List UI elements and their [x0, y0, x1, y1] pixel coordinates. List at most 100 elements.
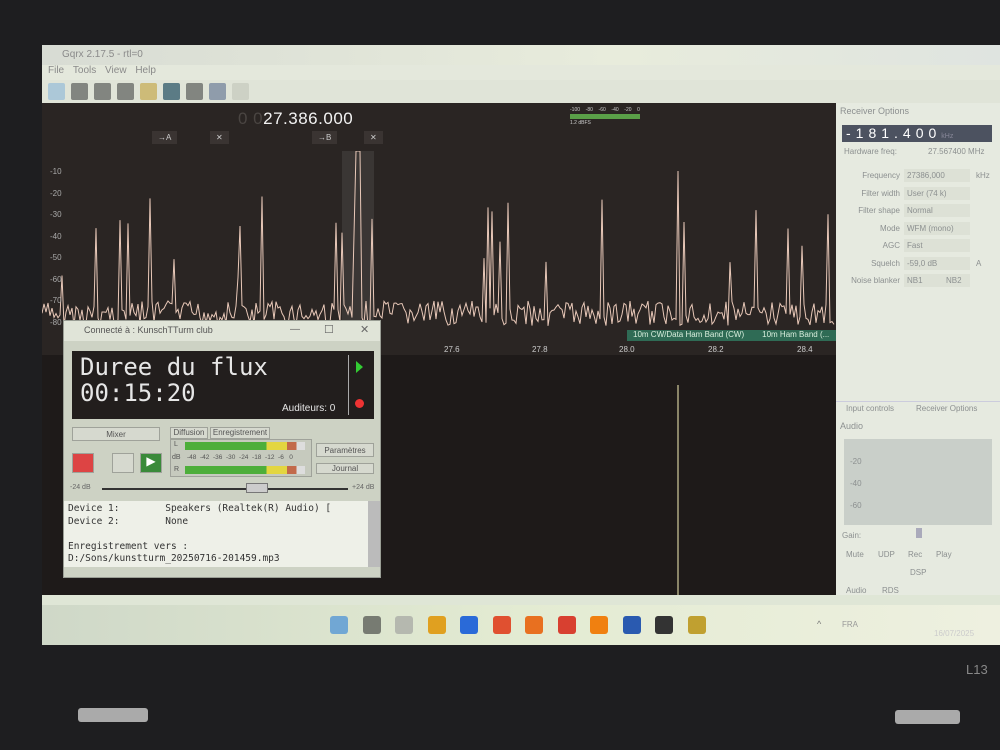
- tab-input-controls[interactable]: Input controls: [846, 404, 895, 413]
- tab-receiver-options[interactable]: Receiver Options: [916, 404, 978, 413]
- language-indicator[interactable]: FRA: [842, 620, 858, 629]
- mixer-button[interactable]: Mixer: [72, 427, 160, 441]
- right-label: R: [174, 466, 180, 473]
- log-output[interactable]: Device 1: Speakers (Realtek(R) Audio) [ …: [64, 501, 368, 567]
- fullscreen-icon[interactable]: [232, 83, 249, 100]
- clock-date[interactable]: 16/07/2025: [934, 629, 975, 638]
- lcd-display: Duree du flux 00:15:20 Auditeurs: 0: [72, 351, 374, 419]
- play-button[interactable]: ▶: [140, 453, 162, 473]
- receiver-row: AGC Fast: [836, 239, 1000, 253]
- maximize-button[interactable]: ☐: [324, 324, 334, 336]
- receiver-row: Noise blanker NB1 NB2: [836, 274, 1000, 288]
- brave-icon[interactable]: [492, 616, 511, 634]
- window-title: Gqrx 2.17.5 - rtl=0: [42, 45, 1000, 65]
- close-icon[interactable]: ✕: [210, 131, 229, 144]
- squelch-auto-button[interactable]: A: [976, 258, 982, 268]
- row-label: Filter width: [861, 188, 900, 198]
- mute-button[interactable]: Mute: [846, 550, 864, 559]
- listeners-count: Auditeurs: 0: [282, 403, 336, 414]
- row-unit: kHz: [976, 171, 990, 180]
- receiver-row: Filter shape Normal: [836, 204, 1000, 218]
- menu-help[interactable]: Help: [135, 65, 156, 76]
- firefox-icon[interactable]: [525, 616, 543, 634]
- waveform-icon[interactable]: [163, 83, 180, 100]
- left-label: L: [174, 441, 178, 448]
- volume-slider[interactable]: [102, 488, 348, 490]
- udp-button[interactable]: UDP: [878, 550, 895, 559]
- search-icon[interactable]: [362, 616, 381, 634]
- device-icon[interactable]: [71, 83, 88, 100]
- receiver-row: Filter width User (74 k): [836, 186, 1000, 201]
- menu-file[interactable]: File: [48, 65, 65, 76]
- open-folder-icon[interactable]: [94, 83, 111, 100]
- gain-slider[interactable]: [916, 528, 922, 538]
- row-value[interactable]: Fast: [904, 239, 970, 252]
- gqrx-icon[interactable]: [655, 616, 673, 634]
- save-icon[interactable]: [117, 83, 134, 100]
- x-tick: 28.0: [619, 345, 635, 354]
- frequency-display[interactable]: 0 027.386.000: [238, 109, 354, 128]
- row-value[interactable]: NB1: [904, 274, 970, 287]
- butt-icon[interactable]: [687, 616, 706, 634]
- row-value[interactable]: 27386,000: [904, 169, 970, 182]
- y-tick: -80: [50, 317, 62, 327]
- tools-icon[interactable]: [209, 83, 226, 100]
- offset-display[interactable]: -181.400kHz: [842, 125, 992, 142]
- level-meter: -100 -80 -60 -40 -20 0 1.2 dBFS: [570, 107, 640, 126]
- menu-view[interactable]: View: [105, 65, 127, 76]
- bookmark-icon[interactable]: [140, 83, 157, 100]
- menu-bar: File Tools View Help: [42, 65, 1000, 80]
- stop-button[interactable]: [112, 453, 134, 473]
- log-scrollbar[interactable]: [368, 501, 380, 567]
- play-icon[interactable]: [48, 83, 65, 100]
- tray-chevron-icon[interactable]: ^: [817, 619, 822, 629]
- play-button[interactable]: Play: [936, 550, 952, 559]
- thunderbird-icon[interactable]: [460, 616, 478, 634]
- x-tick: 27.6: [444, 345, 460, 354]
- row-value[interactable]: Normal: [904, 204, 970, 217]
- rec-button[interactable]: Rec: [908, 550, 923, 559]
- dsp-button[interactable]: DSP: [910, 568, 927, 577]
- widgets-icon[interactable]: [395, 616, 413, 634]
- minimize-button[interactable]: —: [290, 324, 300, 335]
- tab-audio[interactable]: Audio: [846, 586, 867, 595]
- row-value[interactable]: WFM (mono): [904, 221, 970, 235]
- hinge: [78, 708, 148, 722]
- y-tick: -60: [50, 274, 62, 284]
- audio-tick: -60: [850, 501, 862, 510]
- start-icon[interactable]: [330, 616, 348, 634]
- tab-rds[interactable]: RDS: [882, 586, 899, 595]
- word-icon[interactable]: [622, 616, 641, 634]
- journal-button[interactable]: Journal: [316, 463, 374, 474]
- receiver-row: Frequency 27386,000 kHz: [836, 169, 1000, 183]
- vfo-a-button[interactable]: →A: [152, 131, 178, 144]
- filter-passband[interactable]: [342, 151, 374, 331]
- record-button[interactable]: [72, 453, 94, 473]
- row-value[interactable]: -59,0 dB: [904, 256, 970, 270]
- band-label: 10m CW/Data Ham Band (CW): [633, 330, 745, 339]
- level-tick: -80: [585, 107, 593, 113]
- level-value: 1.2 dBFS: [570, 120, 591, 126]
- parametres-button[interactable]: Paramètres: [316, 443, 374, 457]
- menu-tools[interactable]: Tools: [72, 65, 97, 76]
- nb2-button[interactable]: NB2: [946, 276, 962, 285]
- volume-slider-handle[interactable]: [246, 483, 268, 493]
- record-status-icon: [355, 399, 364, 408]
- row-value[interactable]: User (74 k): [904, 186, 970, 200]
- chrome-icon[interactable]: [557, 616, 576, 634]
- level-tick: -20: [624, 107, 632, 113]
- tab-enregistrement[interactable]: Enregistrement: [210, 427, 270, 439]
- tab-diffusion[interactable]: Diffusion: [170, 427, 208, 439]
- file-explorer-icon[interactable]: [427, 616, 446, 634]
- hw-freq-label: Hardware freq:: [844, 147, 897, 156]
- vfo-b-button[interactable]: →B: [312, 131, 338, 144]
- waterfall-signal: [677, 385, 679, 595]
- x-tick: 28.2: [708, 345, 724, 354]
- vu-meter: L dB -48 -42 -36 -30 -24 -18 -12 -6 0 R: [170, 439, 312, 477]
- network-icon[interactable]: [186, 83, 203, 100]
- row-label: Noise blanker: [851, 276, 900, 285]
- vlc-icon[interactable]: [590, 616, 608, 634]
- right-level: [185, 466, 305, 474]
- close-button[interactable]: ✕: [360, 324, 370, 336]
- close-icon[interactable]: ✕: [364, 131, 383, 144]
